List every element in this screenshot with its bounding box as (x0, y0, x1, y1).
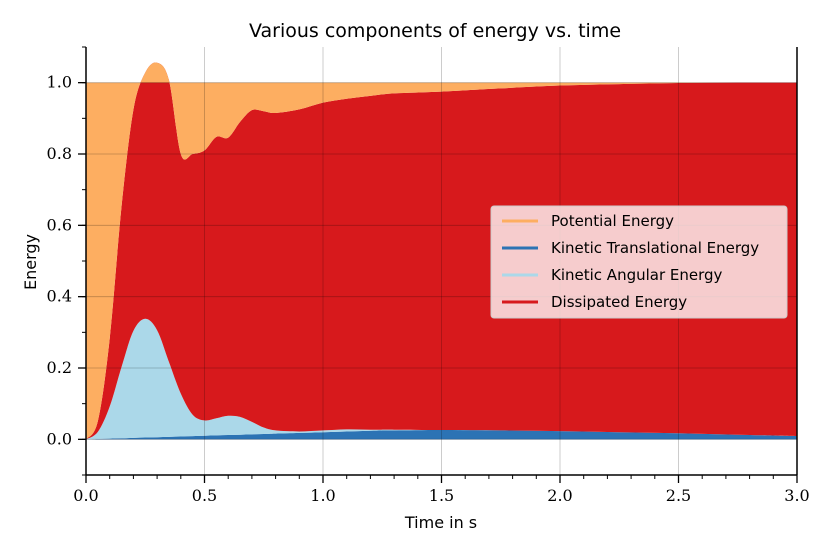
dissipated-energy-area (86, 62, 797, 440)
kinetic-angular-energy-area (86, 318, 797, 440)
x-axis-label: Time in s (404, 513, 477, 532)
y-tick-label: 1.0 (47, 73, 72, 92)
y-tick-label: 0.4 (47, 287, 72, 306)
x-ticks: 0.0 0.5 1.0 1.5 2.0 2.5 3.0 (73, 475, 810, 505)
y-tick-label: 0.8 (47, 144, 72, 163)
x-tick-label: 1.0 (310, 486, 335, 505)
x-tick-label: 3.0 (784, 486, 809, 505)
y-tick-label: 0.0 (47, 429, 72, 448)
x-tick-label: 2.5 (666, 486, 691, 505)
y-ticks: 0.0 0.2 0.4 0.6 0.8 1.0 (47, 46, 86, 476)
legend-label-kinetic-translational-energy: Kinetic Translational Energy (551, 239, 759, 257)
x-tick-label: 2.0 (547, 486, 572, 505)
legend-label-dissipated-energy: Dissipated Energy (551, 293, 687, 311)
x-tick-label: 0.5 (192, 486, 217, 505)
y-tick-label: 0.2 (47, 358, 72, 377)
x-tick-label: 1.5 (429, 486, 454, 505)
plot-areas (86, 62, 797, 440)
legend-label-kinetic-angular-energy: Kinetic Angular Energy (551, 266, 723, 284)
kinetic-translational-energy-area (86, 430, 797, 440)
legend: Potential Energy Kinetic Translational En… (490, 205, 788, 319)
y-axis-label: Energy (21, 234, 40, 290)
legend-label-potential-energy: Potential Energy (551, 212, 674, 230)
legend-box (490, 205, 788, 319)
chart-title: Various components of energy vs. time (249, 20, 621, 42)
y-tick-label: 0.6 (47, 215, 72, 234)
x-tick-label: 0.0 (73, 486, 98, 505)
